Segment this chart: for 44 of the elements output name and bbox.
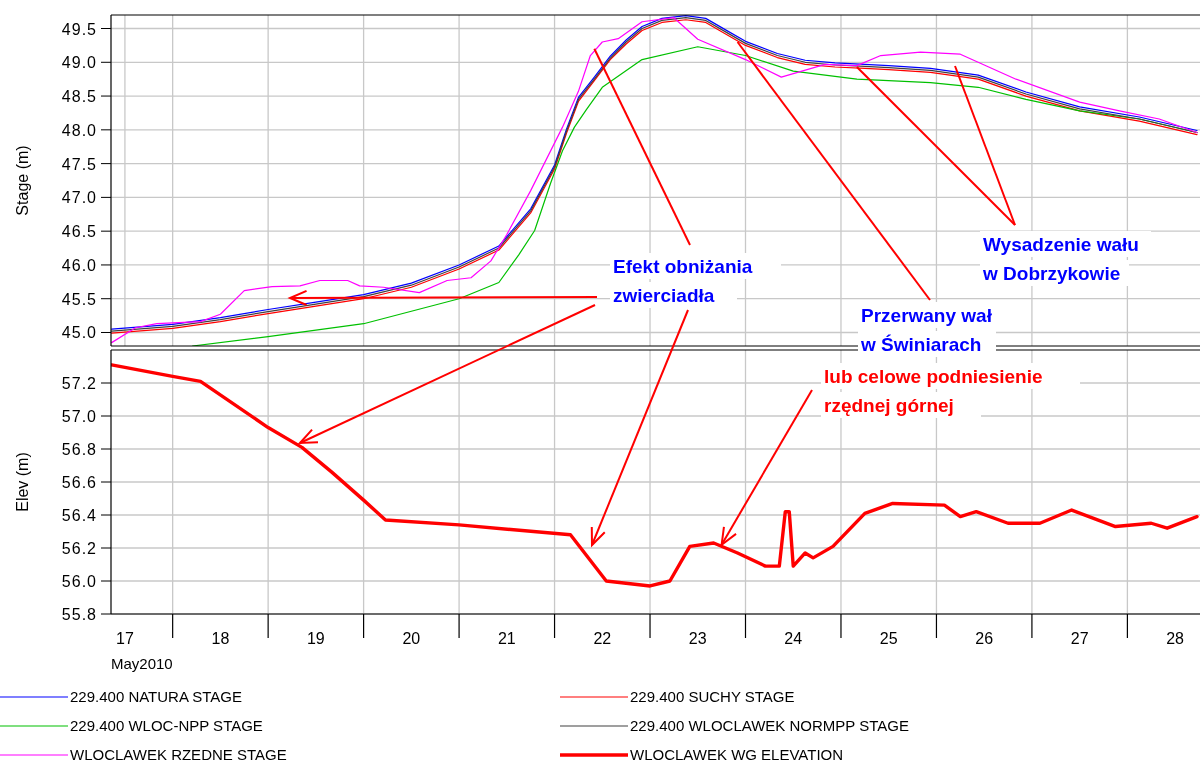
legend-label: WLOCLAWEK WG ELEVATION — [630, 746, 844, 763]
x-tick-label: 18 — [211, 630, 230, 647]
x-tick-label: 23 — [688, 630, 707, 647]
x-axis-title: May2010 — [111, 655, 173, 672]
y-tick-label: 46.5 — [61, 223, 97, 241]
x-tick-label: 26 — [975, 630, 994, 647]
x-tick-label: 25 — [879, 630, 898, 647]
y-tick-label: 56.0 — [61, 573, 97, 590]
x-tick-label: 20 — [402, 630, 421, 647]
y-tick-label: 47.0 — [61, 189, 97, 207]
y-axis-title: Stage (m) — [14, 145, 31, 216]
x-tick-label: 28 — [1166, 630, 1185, 647]
y-tick-label: 56.8 — [61, 441, 97, 458]
x-tick-label: 17 — [116, 630, 134, 647]
x-tick-label: 19 — [306, 630, 325, 647]
y-tick-label: 45.5 — [61, 290, 97, 308]
legend-label: 229.400 SUCHY STAGE — [630, 688, 795, 705]
y-tick-label: 55.8 — [61, 606, 97, 623]
legend-label: 229.400 WLOCLAWEK NORMPP STAGE — [630, 717, 909, 734]
annotation: Efekt obniżania zwierciadła — [613, 256, 753, 306]
x-tick-label: 22 — [593, 630, 612, 647]
x-tick-label: 27 — [1070, 630, 1089, 647]
y-tick-label: 57.0 — [61, 408, 97, 425]
y-tick-label: 56.4 — [61, 507, 97, 524]
y-tick-label: 57.2 — [61, 375, 97, 392]
y-tick-label: 48.0 — [61, 121, 97, 139]
legend-label: WLOCLAWEK RZEDNE STAGE — [70, 746, 287, 763]
y-tick-label: 49.0 — [61, 54, 97, 72]
legend-label: 229.400 WLOC-NPP STAGE — [70, 717, 263, 734]
y-tick-label: 56.2 — [61, 540, 97, 557]
legend-label: 229.400 NATURA STAGE — [70, 688, 243, 705]
x-tick-label: 21 — [497, 630, 516, 647]
annotation: lub celowe podniesienie rzędnej górnej — [824, 366, 1043, 416]
y-tick-label: 49.5 — [61, 20, 97, 38]
y-tick-label: 48.5 — [61, 88, 97, 106]
line-series — [111, 363, 1199, 588]
y-tick-label: 47.5 — [61, 155, 97, 173]
annotation: Przerwany wał w Świniarach — [860, 305, 993, 355]
y-tick-label: 46.0 — [61, 256, 97, 274]
y-axis-title: Elev (m) — [14, 452, 31, 512]
annotation: Wysadzenie wału w Dobrzykowie — [982, 234, 1139, 284]
x-tick-label: 24 — [784, 630, 803, 647]
y-tick-label: 45.0 — [61, 324, 97, 342]
y-tick-label: 56.6 — [61, 474, 97, 491]
